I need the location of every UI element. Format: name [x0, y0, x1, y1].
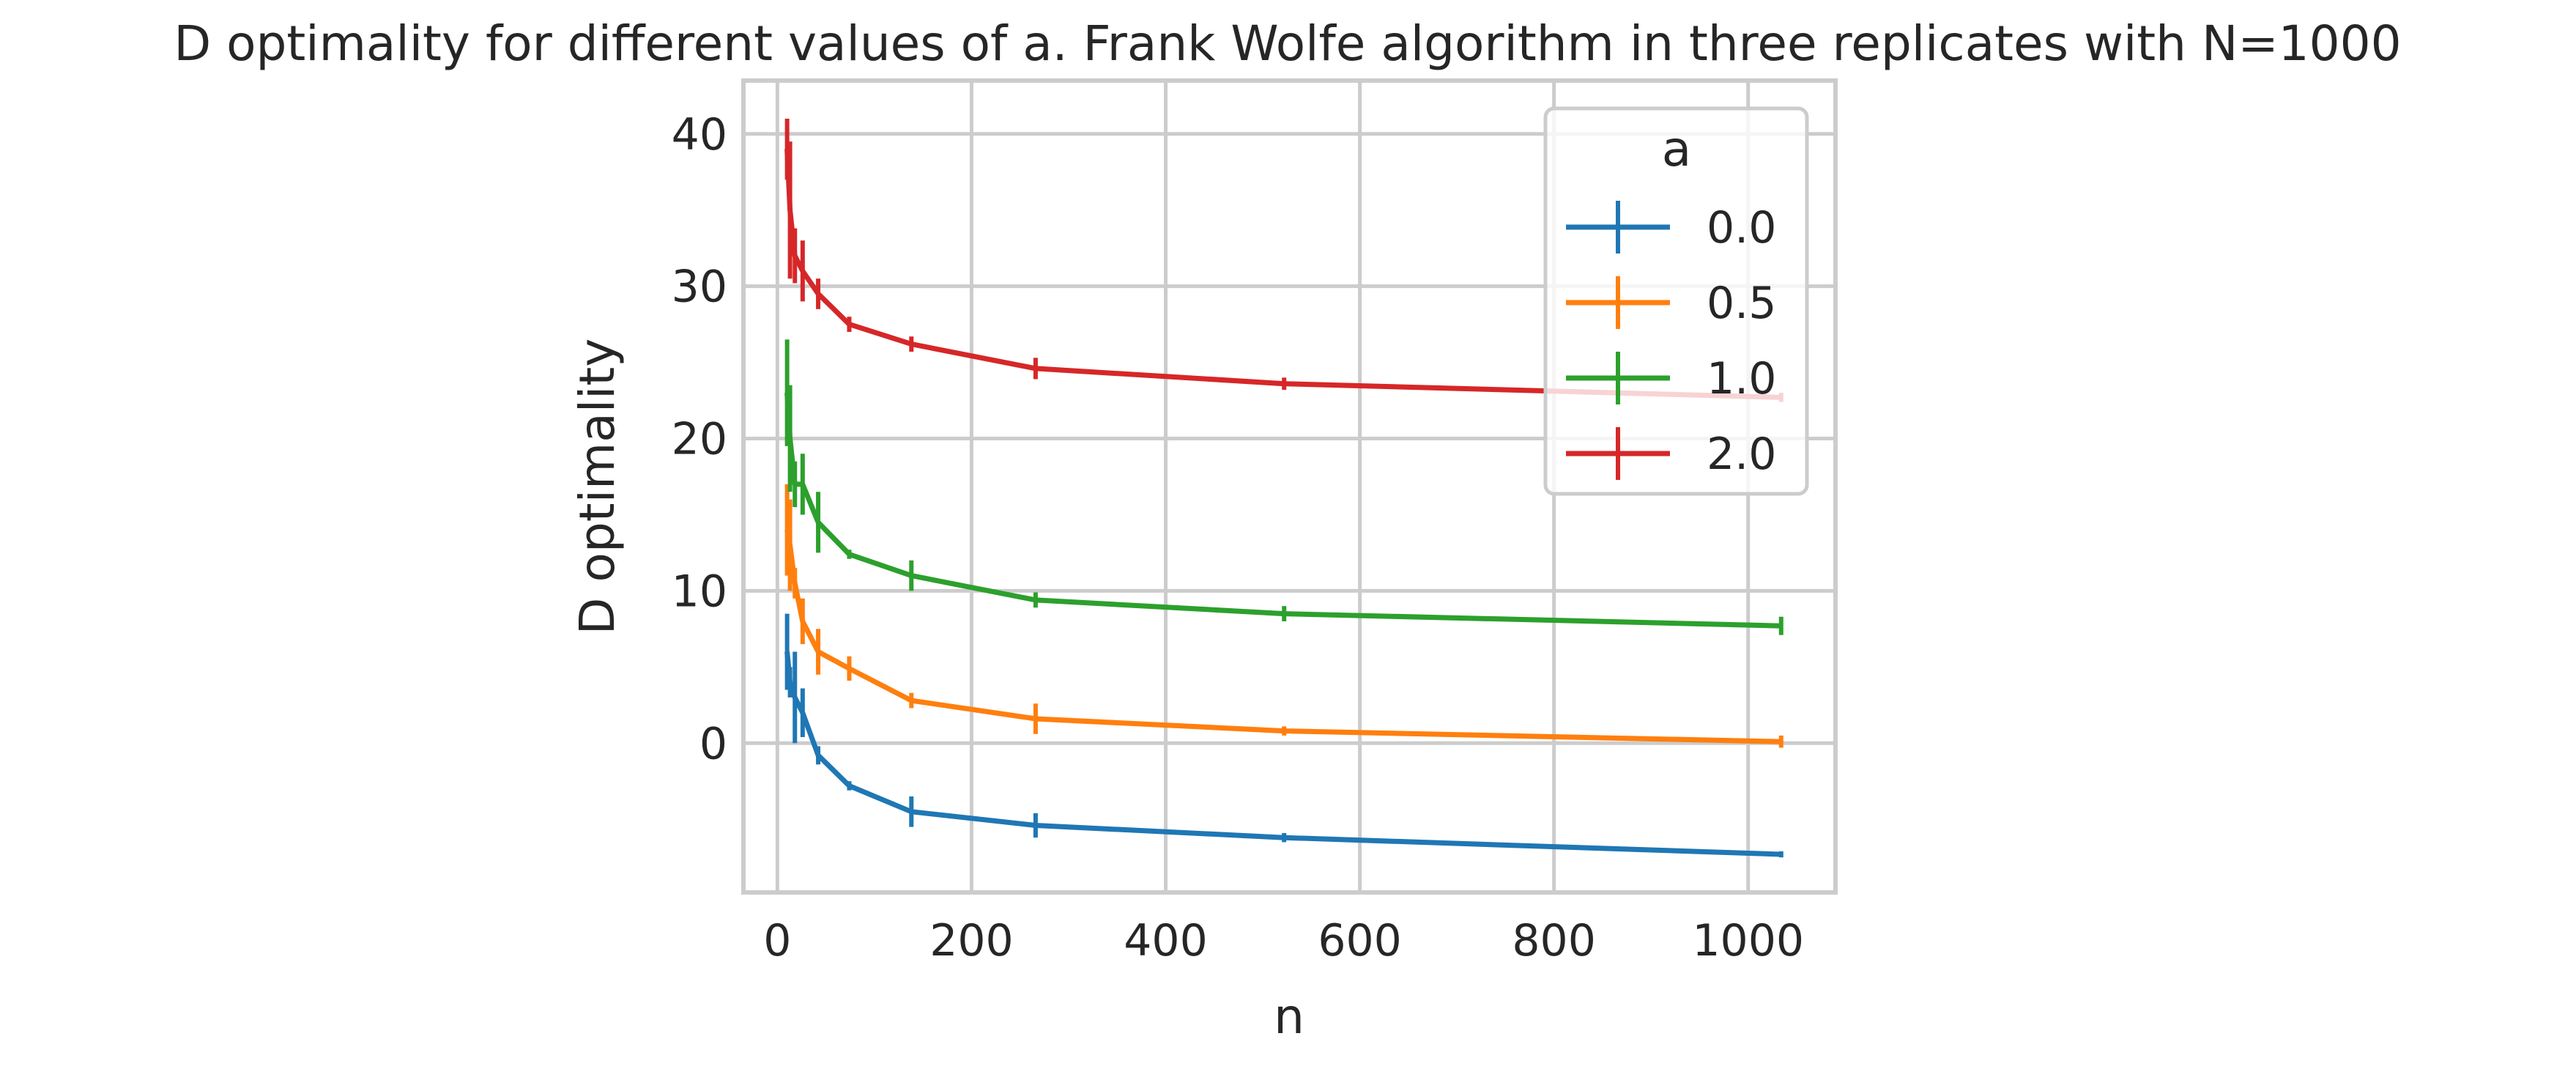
legend-item: 0.0	[1566, 201, 1776, 254]
y-tick-label: 10	[672, 566, 727, 617]
series-line	[784, 149, 1781, 400]
y-tick-label: 20	[672, 414, 727, 465]
y-tick-label: 40	[672, 109, 727, 160]
legend-item: 2.0	[1566, 427, 1776, 480]
legend-label: 0.5	[1707, 278, 1776, 329]
tick-labels: 0 200 400 600 800 1000 0 10 20 30 40	[672, 109, 1804, 966]
x-tick-label: 200	[929, 915, 1014, 966]
y-tick-label: 30	[672, 262, 727, 313]
legend-item: 0.5	[1566, 276, 1776, 329]
x-tick-label: 600	[1318, 915, 1402, 966]
x-tick-label: 1000	[1692, 915, 1804, 966]
plot-frame	[741, 78, 1838, 895]
legend-title: a	[1662, 121, 1691, 177]
series-line	[784, 651, 1781, 857]
y-axis-label: D optimality	[569, 339, 626, 635]
y-tick-label: 0	[699, 718, 727, 769]
legend-label: 1.0	[1707, 353, 1776, 404]
series-line	[784, 529, 1781, 744]
legend-label: 0.0	[1707, 202, 1776, 254]
series-layer	[784, 118, 1783, 858]
series-0.5	[784, 484, 1783, 748]
series-2.0	[784, 118, 1783, 402]
series-1.0	[784, 339, 1783, 635]
x-axis-label: n	[1274, 988, 1304, 1045]
x-tick-label: 800	[1512, 915, 1596, 966]
legend-label: 2.0	[1707, 429, 1776, 480]
legend-box	[1543, 106, 1809, 496]
series-line	[784, 392, 1781, 629]
chart-title: D optimality for different values of a. …	[174, 15, 2401, 72]
legend-items: 0.0 0.5 1.0 2.0	[1566, 201, 1776, 480]
legend-item: 1.0	[1566, 352, 1776, 404]
series-0.0	[784, 613, 1783, 858]
x-tick-label: 400	[1124, 915, 1208, 966]
legend: a 0.0 0.5 1.0 2.0	[1543, 106, 1809, 496]
x-tick-label: 0	[763, 915, 791, 966]
